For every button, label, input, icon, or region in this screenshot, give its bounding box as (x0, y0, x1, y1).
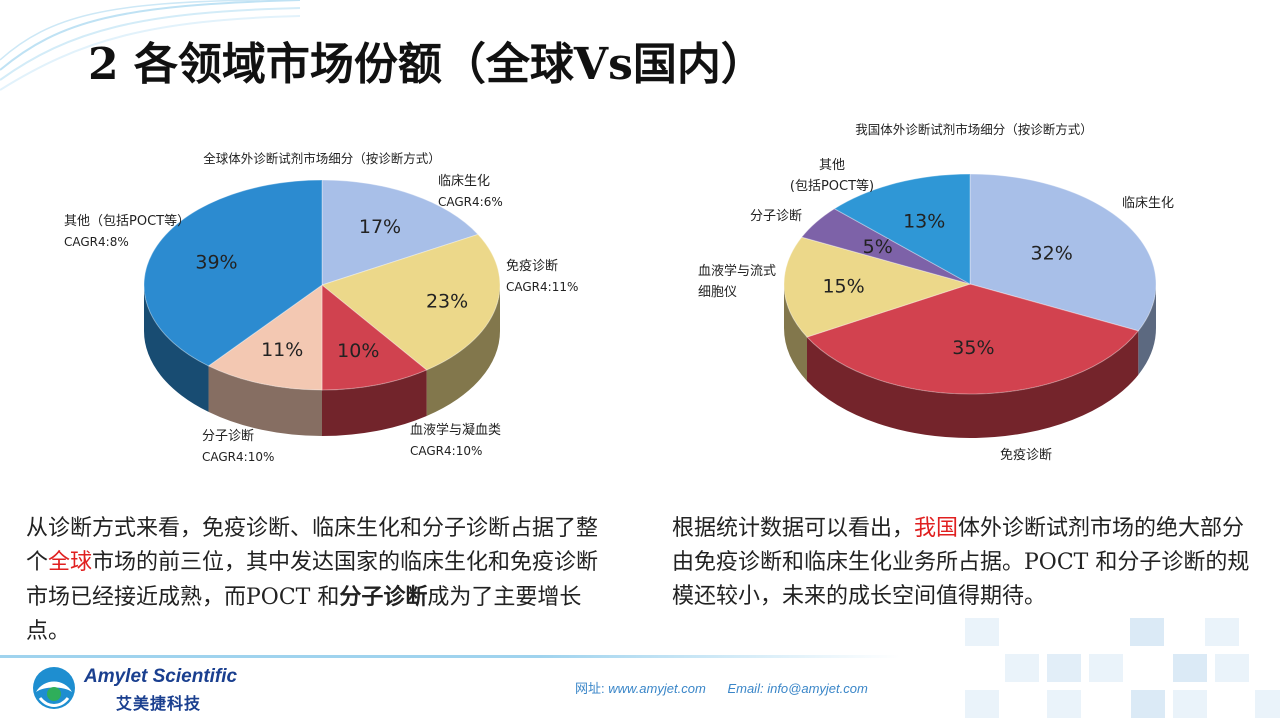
category-cagr-3: CAGR4:10% (202, 450, 274, 464)
logo-text-cn: 艾美捷科技 (116, 694, 202, 713)
pie-side-3 (208, 365, 322, 436)
pie-depth (144, 285, 500, 436)
pie-slice-3 (207, 284, 323, 391)
category-cagr-4: CAGR4:8% (64, 235, 129, 249)
chart-title: 我国体外诊断试剂市场细分（按诊断方式） (855, 122, 1093, 137)
pie-slice-4 (833, 173, 971, 285)
slice-value-1: 35% (952, 337, 994, 359)
slice-value-0: 32% (1031, 242, 1073, 264)
category-label-1: 免疫诊断 (506, 258, 558, 274)
pie-slice-1 (320, 233, 501, 371)
para-left-text-1: 从诊断方式来看，免疫诊断、临床生化和分子诊断占据了整个 (26, 516, 599, 575)
chart-title: 全球体外诊断试剂市场细分（按诊断方式） (203, 151, 441, 166)
category-cagr-1: CAGR4:11% (506, 280, 578, 294)
decorative-wave (0, 0, 300, 91)
pie-slice-2 (783, 236, 972, 338)
category-label-0: 临床生化 (1122, 196, 1174, 211)
para-left-text-2: 市场的前三位，其中发达国家的临床生化和免疫诊断市场已经接近成熟，而POCT 和 (26, 550, 599, 610)
logo-text-en: Amylet Scientific (84, 666, 238, 687)
pie-slice-0 (969, 173, 1157, 332)
category-label-4-line-0: 其他 (819, 158, 845, 173)
para-right-highlight: 我国 (914, 516, 959, 541)
pie-side-0 (1138, 284, 1156, 375)
category-cagr-2: CAGR4:10% (410, 444, 482, 458)
pie-slice-2 (321, 283, 428, 391)
pie-side-1 (807, 330, 1139, 438)
slice-value-3: 11% (261, 339, 303, 361)
category-label-3: 分子诊断 (750, 209, 802, 224)
slice-value-4: 13% (903, 210, 945, 232)
company-logo: Amylet Scientific 艾美捷科技 (30, 662, 270, 714)
para-right-text-2: 体外诊断试剂市场的绝大部分由免疫诊断和临床生化业务所占据。POCT 和分子诊断的… (672, 516, 1250, 609)
category-label-4: 其他（包括POCT等） (64, 213, 190, 229)
para-left-highlight: 全球 (48, 550, 93, 575)
category-label-1: 免疫诊断 (1000, 447, 1052, 463)
category-label-2-line-0: 血液学与流式 (698, 263, 776, 279)
global-pie-chart: 17% 23% 10% 11% 39% 全球体外诊断试剂市场细分（按诊断方式） 临床生化 CA… (42, 135, 632, 480)
slice-value-2: 15% (822, 275, 864, 297)
website-label: 网址: (575, 681, 605, 696)
pie-side-4 (144, 285, 209, 412)
contact-info: 网址: www.amyjet.com Email: info@amyjet.co… (575, 678, 868, 697)
pie-slice-3 (800, 208, 971, 285)
pie-slice-0 (321, 179, 479, 286)
slice-value-4: 39% (195, 252, 237, 274)
pie-depth (784, 284, 1156, 438)
para-right-text-1: 根据统计数据可以看出， (672, 516, 915, 541)
slice-value-2: 10% (337, 340, 379, 362)
category-label-0: 临床生化 (438, 174, 490, 189)
pie-side-1 (426, 285, 500, 416)
para-left-text-3: 成为了主要增长点。 (26, 585, 582, 644)
pie-slice-1 (806, 283, 1140, 395)
email-label: Email: (727, 681, 764, 696)
global-analysis-paragraph: 从诊断方式来看，免疫诊断、临床生化和分子诊断占据了整个全球市场的前三位，其中发达… (26, 512, 606, 649)
website-link[interactable]: www.amyjet.com (608, 681, 706, 696)
slice-value-3: 5% (863, 236, 893, 258)
global-pie-svg: 17% 23% 10% 11% 39% 全球体外诊断试剂市场细分（按诊断方式） 临床生化 CA… (64, 151, 578, 464)
china-pie-svg: 32% 35% 15% 5% 13% 我国体外诊断试剂市场细分（按诊断方式） 临床生化免疫诊… (698, 122, 1174, 463)
category-label-2-line-1: 细胞仪 (698, 285, 737, 300)
category-label-4-line-1: (包括POCT等) (790, 178, 874, 194)
logo-mark-icon (33, 667, 75, 709)
category-label-2: 血液学与凝血类 (410, 422, 501, 438)
decorative-tiles (965, 618, 1280, 718)
page-title: 2 各领域市场份额（全球Vs国内） (88, 39, 765, 90)
pie-side-2 (322, 369, 427, 436)
china-pie-chart: 32% 35% 15% 5% 13% 我国体外诊断试剂市场细分（按诊断方式） 临床生化免疫诊… (684, 112, 1240, 472)
pie-side-2 (784, 284, 808, 381)
slice-value-1: 23% (426, 290, 468, 312)
footer-divider (0, 655, 900, 658)
slice-value-0: 17% (359, 216, 401, 238)
category-label-3: 分子诊断 (202, 429, 254, 444)
china-analysis-paragraph: 根据统计数据可以看出，我国体外诊断试剂市场的绝大部分由免疫诊断和临床生化业务所占… (672, 512, 1252, 614)
para-left-bold: 分子诊断 (339, 584, 428, 610)
email-link[interactable]: info@amyjet.com (767, 681, 868, 696)
category-cagr-0: CAGR4:6% (438, 195, 503, 209)
pie-slice-4 (143, 179, 323, 367)
